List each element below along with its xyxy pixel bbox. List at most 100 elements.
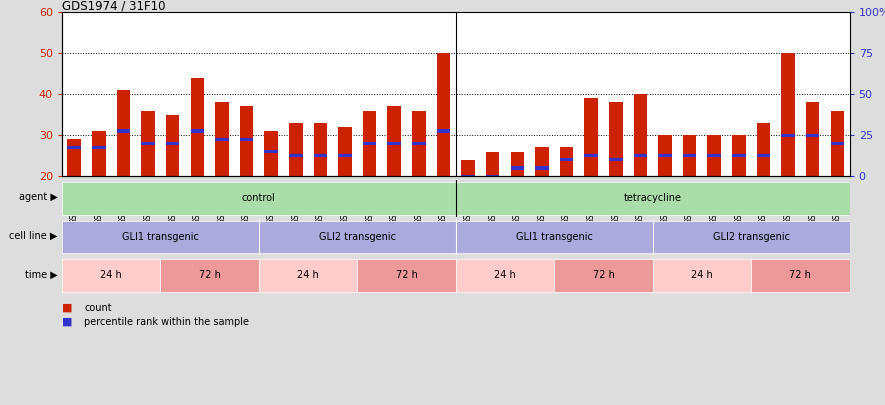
Bar [388,142,401,145]
Bar [830,142,844,145]
Bar [358,259,456,292]
Bar [554,259,652,292]
Bar [313,123,327,176]
Bar [240,138,253,141]
Text: 72 h: 72 h [199,271,220,280]
Bar [806,102,820,176]
Text: ■: ■ [62,317,73,327]
Bar [732,154,745,157]
Bar [338,127,351,176]
Bar [62,259,160,292]
Bar [259,221,456,254]
Bar [412,142,426,145]
Bar [806,134,820,137]
Bar [535,147,549,176]
Bar [67,146,81,149]
Bar [388,107,401,176]
Bar [92,131,105,176]
Bar [215,138,228,141]
Bar [62,182,456,215]
Bar [67,139,81,176]
Bar [160,259,259,292]
Bar [265,131,278,176]
Bar [634,94,647,176]
Text: tetracycline: tetracycline [624,194,681,203]
Bar [683,154,696,157]
Bar [683,135,696,176]
Text: 72 h: 72 h [789,271,812,280]
Bar [560,147,573,176]
Bar [117,130,130,133]
Bar [456,221,653,254]
Bar [215,102,228,176]
Bar [461,175,475,178]
Text: time ▶: time ▶ [25,269,58,279]
Bar [757,123,770,176]
Bar [313,154,327,157]
Text: ■: ■ [62,303,73,313]
Bar [456,259,554,292]
Text: count: count [84,303,112,313]
Text: GDS1974 / 31F10: GDS1974 / 31F10 [62,0,165,12]
Bar [781,134,795,137]
Bar [338,154,351,157]
Text: 72 h: 72 h [593,271,614,280]
Bar [652,221,850,254]
Bar [461,160,475,176]
Text: 24 h: 24 h [494,271,516,280]
Text: GLI2 transgenic: GLI2 transgenic [712,232,789,242]
Bar [289,123,303,176]
Bar [757,154,770,157]
Bar [62,221,259,254]
Text: cell line ▶: cell line ▶ [9,231,58,241]
Bar [456,182,850,215]
Text: agent ▶: agent ▶ [19,192,58,202]
Bar [486,151,499,176]
Bar [652,259,751,292]
Bar [658,135,672,176]
Bar [190,78,204,176]
Bar [363,111,376,176]
Bar [166,142,180,145]
Text: GLI1 transgenic: GLI1 transgenic [122,232,199,242]
Bar [609,102,622,176]
Bar [535,166,549,170]
Bar [117,90,130,176]
Bar [707,135,721,176]
Bar [142,111,155,176]
Text: 72 h: 72 h [396,271,418,280]
Bar [436,53,450,176]
Text: 24 h: 24 h [691,271,712,280]
Bar [634,154,647,157]
Bar [240,107,253,176]
Bar [142,142,155,145]
Text: 24 h: 24 h [297,271,319,280]
Bar [511,166,524,170]
Bar [560,158,573,162]
Bar [781,53,795,176]
Text: 24 h: 24 h [100,271,122,280]
Bar [584,98,598,176]
Text: GLI2 transgenic: GLI2 transgenic [319,232,396,242]
Bar [751,259,850,292]
Bar [265,150,278,153]
Bar [436,130,450,133]
Bar [259,259,358,292]
Bar [609,158,622,162]
Bar [289,154,303,157]
Bar [166,115,180,176]
Text: GLI1 transgenic: GLI1 transgenic [516,232,593,242]
Bar [830,111,844,176]
Bar [92,146,105,149]
Bar [486,175,499,178]
Bar [707,154,721,157]
Text: percentile rank within the sample: percentile rank within the sample [84,317,249,327]
Bar [658,154,672,157]
Bar [190,130,204,133]
Bar [584,154,598,157]
Bar [511,151,524,176]
Bar [732,135,745,176]
Text: control: control [242,194,276,203]
Bar [363,142,376,145]
Bar [412,111,426,176]
